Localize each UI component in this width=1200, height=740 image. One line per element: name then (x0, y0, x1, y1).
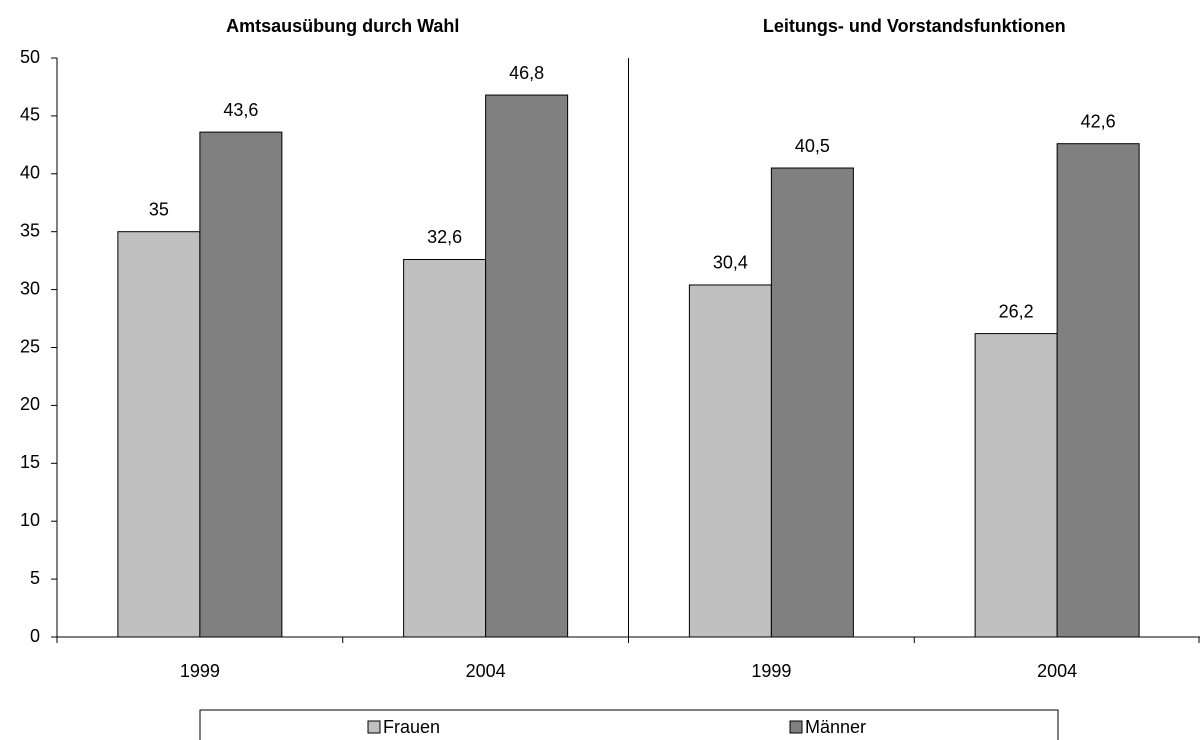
bar (117, 231, 201, 638)
value-label: 30,4 (713, 253, 748, 273)
y-tick-label: 50 (20, 47, 40, 67)
legend-label: Frauen (383, 717, 440, 737)
value-label: 32,6 (427, 227, 462, 247)
y-tick-label: 5 (30, 568, 40, 588)
y-tick-label: 30 (20, 278, 40, 298)
y-tick-label: 40 (20, 163, 40, 183)
value-label: 46,8 (509, 63, 544, 83)
bar (688, 284, 772, 638)
y-tick-label: 45 (20, 105, 40, 125)
x-tick-label: 2004 (1037, 661, 1077, 681)
bar (403, 258, 487, 638)
value-label: 35 (149, 199, 169, 219)
x-tick-label: 1999 (180, 661, 220, 681)
bar (1056, 143, 1140, 638)
x-tick-label: 1999 (751, 661, 791, 681)
value-label: 43,6 (223, 100, 258, 120)
y-tick-label: 0 (30, 626, 40, 646)
bar (199, 131, 283, 638)
y-tick-label: 10 (20, 510, 40, 530)
panel-title: Leitungs- und Vorstandsfunktionen (763, 16, 1066, 36)
legend-box (199, 709, 1059, 740)
x-tick-label: 2004 (466, 661, 506, 681)
legend-marker (789, 720, 803, 734)
legend-label: Männer (805, 717, 866, 737)
y-tick-label: 35 (20, 220, 40, 240)
y-tick-label: 20 (20, 394, 40, 414)
value-label: 40,5 (795, 136, 830, 156)
legend-marker (367, 720, 381, 734)
bar (974, 333, 1058, 638)
y-tick-label: 25 (20, 336, 40, 356)
bar (485, 94, 569, 638)
value-label: 42,6 (1081, 111, 1116, 131)
value-label: 26,2 (999, 301, 1034, 321)
bar (770, 167, 854, 638)
y-tick-label: 15 (20, 452, 40, 472)
panel-title: Amtsausübung durch Wahl (226, 16, 459, 36)
